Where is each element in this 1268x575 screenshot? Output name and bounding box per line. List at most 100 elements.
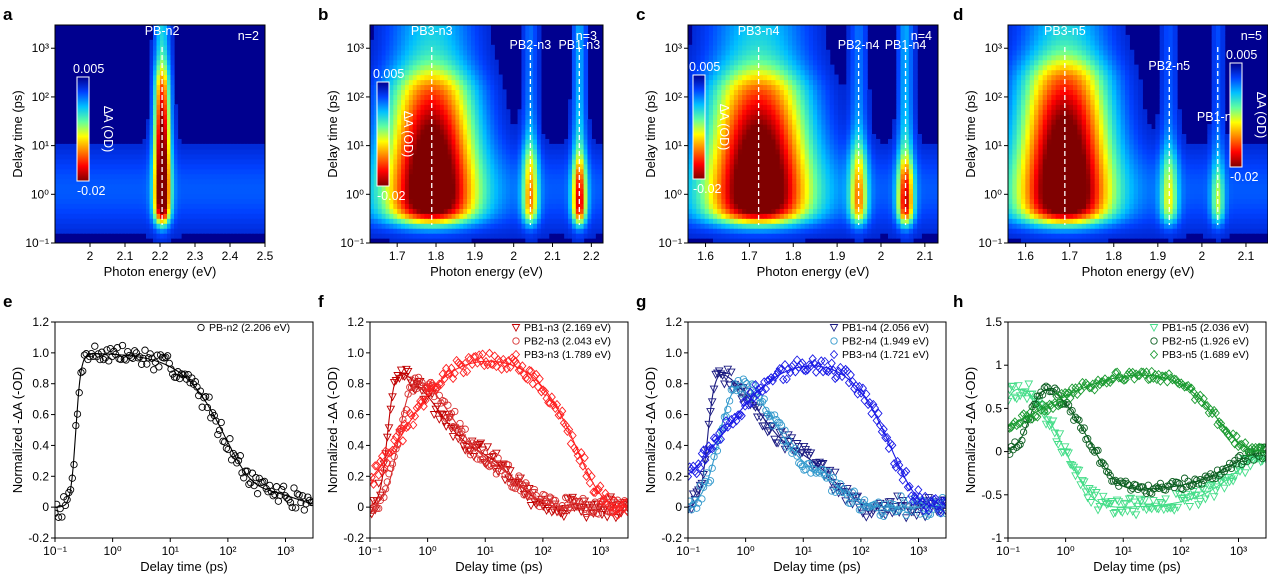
data-point <box>191 377 199 386</box>
x-tick-label: 2.1 <box>916 249 933 263</box>
data-point <box>1176 495 1186 504</box>
data-point <box>1073 415 1081 423</box>
data-point <box>118 341 127 350</box>
data-point <box>1008 397 1013 406</box>
data-point <box>1111 476 1120 485</box>
y-tick-label: 0.4 <box>665 438 682 452</box>
data-point <box>378 451 387 461</box>
data-point <box>898 497 908 506</box>
data-point <box>539 490 547 499</box>
data-point <box>393 439 402 449</box>
heatmap-panel-c: PB3-n4 PB2-n4 PB1-n4n=4 0.005 -0.02 ΔA (OD) 1.… <box>643 24 939 279</box>
y-tick-label: 0.6 <box>32 408 49 422</box>
data-point <box>513 477 521 485</box>
x-tick-label: 10¹ <box>795 544 812 558</box>
data-point <box>614 510 624 519</box>
data-point <box>1074 466 1084 475</box>
data-point <box>1171 490 1181 499</box>
data-point <box>444 401 452 409</box>
x-tick-label: 10⁰ <box>1057 544 1075 558</box>
y-tick-label: 0.6 <box>665 408 682 422</box>
x-tick-label: 10² <box>1172 544 1189 558</box>
x-tick-label: 1.7 <box>1061 249 1078 263</box>
data-point <box>830 468 840 477</box>
y-tick-label: -0.2 <box>28 531 49 545</box>
data-point <box>370 510 377 519</box>
data-point <box>124 347 132 356</box>
data-point <box>741 401 750 411</box>
x-tick-label: 10⁰ <box>419 544 437 558</box>
data-point <box>705 479 713 487</box>
data-point <box>389 378 399 387</box>
data-point <box>511 324 521 333</box>
data-point <box>1184 380 1193 391</box>
data-point <box>737 395 747 404</box>
y-tick-label: 0.5 <box>985 401 1002 415</box>
data-point <box>435 379 444 389</box>
data-point <box>253 490 262 498</box>
data-point <box>1261 456 1266 465</box>
data-point <box>791 444 800 452</box>
data-point <box>516 365 525 375</box>
data-point <box>763 428 773 437</box>
data-point <box>907 491 916 501</box>
data-point <box>1068 383 1077 393</box>
data-point <box>555 508 563 516</box>
data-point <box>724 405 732 414</box>
data-point <box>893 507 902 515</box>
y-axis-label: Delay time (ps) <box>643 90 658 177</box>
data-point <box>1149 324 1159 333</box>
data-point <box>492 361 501 372</box>
data-point <box>738 390 746 398</box>
data-point <box>1022 395 1032 404</box>
data-point <box>760 395 768 403</box>
data-point <box>1066 393 1075 403</box>
data-point <box>1195 497 1205 506</box>
data-point <box>1126 369 1135 379</box>
data-point <box>1138 503 1148 512</box>
data-point <box>212 417 220 425</box>
data-point <box>231 452 239 460</box>
y-tick-label: 10³ <box>665 41 682 55</box>
data-point <box>488 452 498 461</box>
data-point <box>501 358 510 368</box>
data-point <box>1197 398 1206 408</box>
data-point <box>608 507 617 517</box>
heatmap-image <box>1008 25 1268 243</box>
data-point <box>905 495 914 503</box>
data-point <box>120 355 128 363</box>
data-point <box>829 349 839 360</box>
x-axis-label: Delay time (ps) <box>140 559 227 574</box>
fit-line <box>1008 389 1266 490</box>
legend-entry: PB1-n5 (2.036 eV) <box>1162 322 1249 334</box>
x-tick-label: 1.9 <box>467 249 484 263</box>
data-point <box>1148 489 1156 498</box>
data-point <box>410 411 420 421</box>
x-axis-label: Photon energy (eV) <box>1082 264 1195 279</box>
data-point <box>197 323 205 332</box>
data-point <box>520 491 528 499</box>
colorbar: 0.005 -0.02 ΔA (OD) <box>1226 48 1268 184</box>
data-point <box>1190 394 1200 405</box>
data-point <box>1202 490 1212 499</box>
data-point <box>914 485 923 495</box>
data-point <box>711 370 721 379</box>
data-point <box>1010 393 1020 402</box>
data-point <box>909 502 917 510</box>
data-point <box>727 414 736 425</box>
data-point <box>735 410 744 420</box>
data-point <box>1143 503 1153 512</box>
data-point <box>573 450 582 461</box>
data-point <box>384 424 394 433</box>
data-point <box>551 403 560 413</box>
data-point <box>512 337 520 345</box>
data-point <box>537 387 546 397</box>
data-point <box>1201 495 1210 504</box>
data-point <box>1098 492 1108 501</box>
data-point <box>1117 508 1127 517</box>
x-tick-label: 2.2 <box>152 249 169 263</box>
data-point <box>526 502 536 511</box>
data-point <box>793 355 802 365</box>
data-point <box>601 488 610 499</box>
data-point <box>1079 478 1089 487</box>
